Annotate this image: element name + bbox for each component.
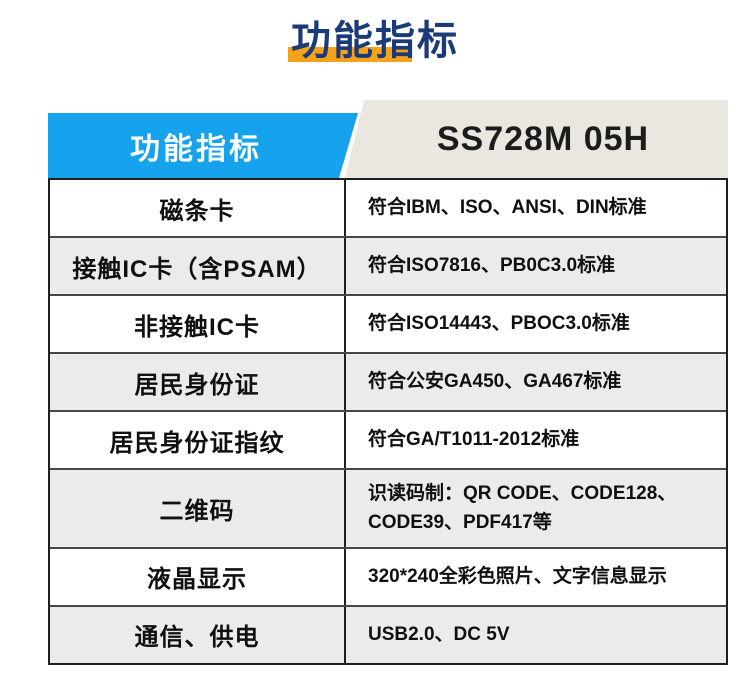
row-label: 液晶显示 — [50, 548, 346, 605]
row-label: 非接触IC卡 — [50, 296, 346, 352]
row-value: 符合ISO14443、PBOC3.0标准 — [368, 313, 630, 335]
spec-table-body: 磁条卡 符合IBM、ISO、ANSI、DIN标准 接触IC卡（含PSAM） 符合ISO… — [48, 178, 728, 665]
model-name: SS728M 05H — [436, 119, 650, 158]
row-value: 识读码制：QR CODE、CODE128、CODE39、PDF417等 — [368, 483, 677, 534]
page-title-section: 功能指标 — [0, 0, 750, 80]
page-title: 功能指标 — [291, 19, 459, 63]
row-label: 二维码 — [50, 470, 346, 547]
row-value: 320*240全彩色照片、文字信息显示 — [368, 566, 667, 588]
row-label: 磁条卡 — [50, 180, 346, 236]
row-label: 居民身份证 — [50, 354, 346, 410]
title-underline-accent — [288, 47, 412, 62]
table-header-model-cell: SS728M 05H — [345, 100, 728, 178]
table-row: 居民身份证 符合公安GA450、GA467标准 — [50, 352, 726, 410]
row-value: USB2.0、DC 5V — [368, 624, 510, 646]
table-header-title-cell: 功能指标 — [48, 113, 358, 178]
row-value: 符合IBM、ISO、ANSI、DIN标准 — [368, 197, 647, 219]
table-row: 磁条卡 符合IBM、ISO、ANSI、DIN标准 — [50, 180, 726, 236]
row-value: 符合公安GA450、GA467标准 — [368, 371, 622, 393]
table-row: 液晶显示 320*240全彩色照片、文字信息显示 — [50, 546, 726, 605]
table-row: 二维码 识读码制：QR CODE、CODE128、CODE39、PDF417等 — [50, 468, 726, 547]
table-row: 通信、供电 USB2.0、DC 5V — [50, 604, 726, 663]
table-row: 居民身份证指纹 符合GA/T1011-2012标准 — [50, 410, 726, 468]
table-row: 非接触IC卡 符合ISO14443、PBOC3.0标准 — [50, 294, 726, 352]
row-value: 符合ISO7816、PB0C3.0标准 — [368, 255, 616, 277]
row-value: 符合GA/T1011-2012标准 — [368, 429, 580, 451]
row-label: 通信、供电 — [50, 606, 346, 663]
table-row: 接触IC卡（含PSAM） 符合ISO7816、PB0C3.0标准 — [50, 236, 726, 294]
row-label: 居民身份证指纹 — [50, 412, 346, 468]
table-header-title: 功能指标 — [130, 132, 262, 166]
row-label: 接触IC卡（含PSAM） — [50, 238, 346, 294]
spec-table: SS728M 05H 功能指标 磁条卡 符合IBM、ISO、ANSI、DIN标准接… — [48, 100, 728, 665]
